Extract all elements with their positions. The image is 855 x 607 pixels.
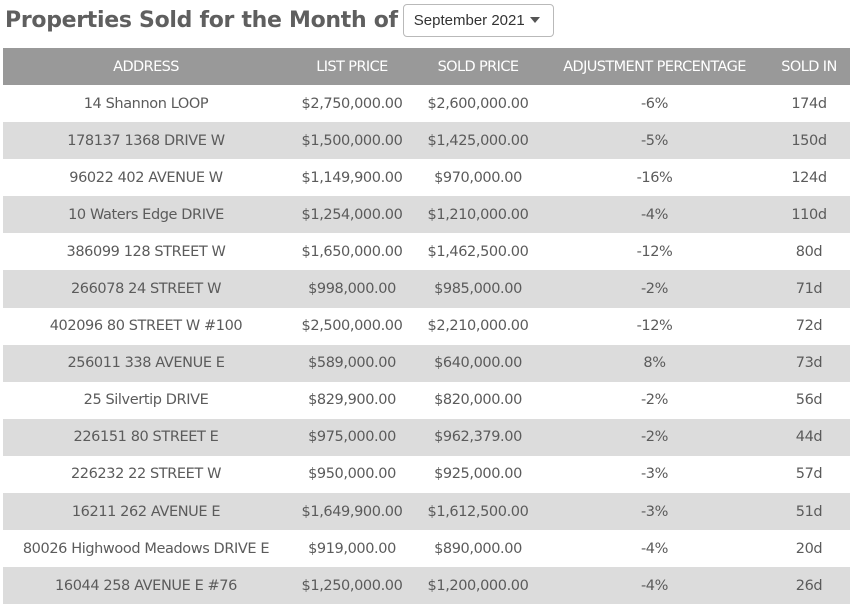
table-row: 16044 258 AVENUE E #76 $1,250,000.00 $1,20… <box>3 567 850 605</box>
cell-list-price: $919,000.00 <box>289 530 415 568</box>
cell-sold-in: 44d <box>768 418 850 456</box>
page-title: Properties Sold for the Month of <box>5 8 398 33</box>
cell-list-price: $998,000.00 <box>289 270 415 308</box>
caret-down-icon <box>529 17 540 23</box>
cell-sold-in: 80d <box>768 233 850 271</box>
cell-adjustment-percentage: -2% <box>541 381 768 419</box>
cell-sold-in: 72d <box>768 307 850 345</box>
cell-sold-in: 51d <box>768 493 850 531</box>
table-row: 226232 22 STREET W $950,000.00 $925,000.00… <box>3 455 850 494</box>
column-header-address: ADDRESS <box>3 48 289 85</box>
cell-sold-in: 20d <box>768 530 850 568</box>
cell-address: 226151 80 STREET E <box>3 418 289 456</box>
cell-list-price: $950,000.00 <box>289 455 415 494</box>
cell-list-price: $2,750,000.00 <box>289 85 415 123</box>
cell-sold-in: 174d <box>768 85 850 123</box>
cell-list-price: $829,900.00 <box>289 381 415 419</box>
cell-adjustment-percentage: -16% <box>541 159 768 197</box>
table-row: 256011 338 AVENUE E $589,000.00 $640,000.0… <box>3 344 850 382</box>
cell-adjustment-percentage: -4% <box>541 530 768 568</box>
cell-adjustment-percentage: -4% <box>541 567 768 605</box>
cell-address: 96022 402 AVENUE W <box>3 159 289 197</box>
cell-address: 226232 22 STREET W <box>3 455 289 494</box>
table-row: 16211 262 AVENUE E $1,649,900.00 $1,612,50… <box>3 493 850 531</box>
column-header-sold-price: SOLD PRICE <box>415 48 541 85</box>
cell-address: 80026 Highwood Meadows DRIVE E <box>3 530 289 568</box>
column-header-list-price: LIST PRICE <box>289 48 415 85</box>
cell-sold-price: $1,425,000.00 <box>415 122 541 160</box>
table-header-row: ADDRESS LIST PRICE SOLD PRICE ADJUSTMENT… <box>3 48 850 85</box>
cell-address: 256011 338 AVENUE E <box>3 344 289 382</box>
cell-sold-in: 124d <box>768 159 850 197</box>
cell-address: 14 Shannon LOOP <box>3 85 289 123</box>
cell-sold-price: $962,379.00 <box>415 418 541 456</box>
table-row: 266078 24 STREET W $998,000.00 $985,000.00… <box>3 270 850 308</box>
cell-address: 402096 80 STREET W #100 <box>3 307 289 345</box>
cell-sold-price: $1,612,500.00 <box>415 493 541 531</box>
cell-adjustment-percentage: -6% <box>541 85 768 123</box>
column-header-sold-in: SOLD IN <box>768 48 850 85</box>
cell-sold-price: $970,000.00 <box>415 159 541 197</box>
cell-address: 178137 1368 DRIVE W <box>3 122 289 160</box>
cell-sold-price: $890,000.00 <box>415 530 541 568</box>
cell-adjustment-percentage: -4% <box>541 196 768 234</box>
cell-list-price: $975,000.00 <box>289 418 415 456</box>
cell-sold-price: $2,210,000.00 <box>415 307 541 345</box>
cell-sold-in: 56d <box>768 381 850 419</box>
cell-list-price: $1,149,900.00 <box>289 159 415 197</box>
cell-adjustment-percentage: -2% <box>541 418 768 456</box>
cell-list-price: $1,500,000.00 <box>289 122 415 160</box>
page-header: Properties Sold for the Month of Septemb… <box>5 0 554 40</box>
cell-sold-price: $1,200,000.00 <box>415 567 541 605</box>
table-row: 14 Shannon LOOP $2,750,000.00 $2,600,000.0… <box>3 85 850 123</box>
cell-sold-in: 73d <box>768 344 850 382</box>
cell-address: 16211 262 AVENUE E <box>3 493 289 531</box>
table-row: 96022 402 AVENUE W $1,149,900.00 $970,000.… <box>3 159 850 197</box>
cell-list-price: $1,254,000.00 <box>289 196 415 234</box>
cell-adjustment-percentage: -2% <box>541 270 768 308</box>
cell-list-price: $1,250,000.00 <box>289 567 415 605</box>
cell-adjustment-percentage: -12% <box>541 307 768 345</box>
cell-address: 16044 258 AVENUE E #76 <box>3 567 289 605</box>
cell-sold-in: 71d <box>768 270 850 308</box>
table-row: 178137 1368 DRIVE W $1,500,000.00 $1,425,0… <box>3 122 850 160</box>
table-row: 386099 128 STREET W $1,650,000.00 $1,462,5… <box>3 233 850 271</box>
table-row: 226151 80 STREET E $975,000.00 $962,379.00… <box>3 418 850 456</box>
column-header-adjustment-percentage: ADJUSTMENT PERCENTAGE <box>541 48 768 85</box>
table-row: 25 Silvertip DRIVE $829,900.00 $820,000.00… <box>3 381 850 419</box>
cell-adjustment-percentage: -3% <box>541 455 768 494</box>
properties-sold-table: ADDRESS LIST PRICE SOLD PRICE ADJUSTMENT… <box>3 48 850 605</box>
cell-list-price: $1,649,900.00 <box>289 493 415 531</box>
table-row: 402096 80 STREET W #100 $2,500,000.00 $2,2… <box>3 307 850 345</box>
table-row: 10 Waters Edge DRIVE $1,254,000.00 $1,210,… <box>3 196 850 234</box>
cell-sold-in: 150d <box>768 122 850 160</box>
cell-list-price: $2,500,000.00 <box>289 307 415 345</box>
table-row: 80026 Highwood Meadows DRIVE E $919,000.0… <box>3 530 850 568</box>
cell-adjustment-percentage: -3% <box>541 493 768 531</box>
cell-sold-price: $820,000.00 <box>415 381 541 419</box>
cell-sold-price: $1,210,000.00 <box>415 196 541 234</box>
cell-sold-price: $640,000.00 <box>415 344 541 382</box>
cell-adjustment-percentage: -12% <box>541 233 768 271</box>
cell-sold-price: $2,600,000.00 <box>415 85 541 123</box>
cell-sold-in: 57d <box>768 455 850 494</box>
cell-sold-price: $925,000.00 <box>415 455 541 494</box>
cell-list-price: $1,650,000.00 <box>289 233 415 271</box>
cell-list-price: $589,000.00 <box>289 344 415 382</box>
month-select-value: September 2021 <box>413 11 525 29</box>
cell-address: 266078 24 STREET W <box>3 270 289 308</box>
cell-sold-in: 26d <box>768 567 850 605</box>
cell-address: 10 Waters Edge DRIVE <box>3 196 289 234</box>
cell-address: 25 Silvertip DRIVE <box>3 381 289 419</box>
cell-sold-in: 110d <box>768 196 850 234</box>
month-select[interactable]: September 2021 <box>402 3 554 37</box>
cell-adjustment-percentage: -5% <box>541 122 768 160</box>
cell-sold-price: $985,000.00 <box>415 270 541 308</box>
cell-sold-price: $1,462,500.00 <box>415 233 541 271</box>
cell-address: 386099 128 STREET W <box>3 233 289 271</box>
cell-adjustment-percentage: 8% <box>541 344 768 382</box>
